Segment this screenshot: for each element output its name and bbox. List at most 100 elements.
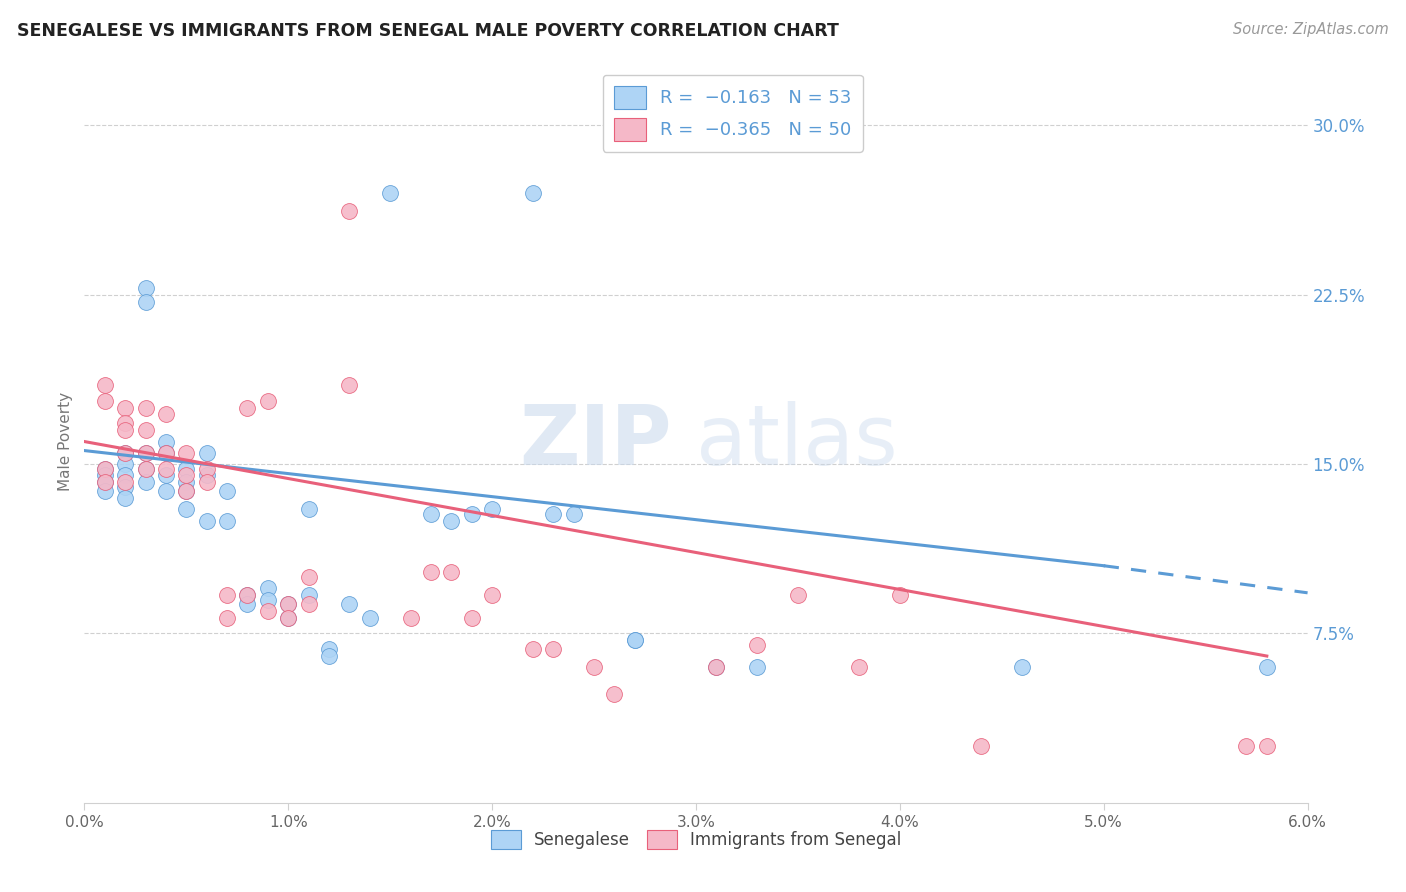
Point (236, 588, 259, 602)
Point (399, 610, 422, 624)
Point (135, 475, 157, 490)
Point (339, 597, 361, 611)
Point (135, 446, 157, 460)
Point (114, 480, 136, 494)
Point (257, 604, 280, 618)
Point (93, 475, 117, 490)
Point (155, 446, 177, 460)
Text: atlas: atlas (696, 401, 897, 482)
Point (543, 642, 565, 657)
Point (277, 610, 299, 624)
Point (277, 597, 299, 611)
Point (155, 468, 177, 483)
Point (135, 423, 157, 437)
Point (93, 468, 117, 483)
Point (114, 491, 136, 505)
Point (176, 446, 198, 460)
Point (624, 633, 647, 648)
Point (93, 484, 117, 499)
Point (339, 204, 361, 219)
Point (93, 393, 117, 408)
Point (298, 588, 321, 602)
Point (481, 502, 503, 516)
Point (135, 446, 157, 460)
Point (114, 468, 136, 483)
Point (195, 468, 218, 483)
Point (298, 502, 321, 516)
Point (155, 408, 177, 422)
Point (176, 484, 198, 499)
Point (440, 566, 463, 580)
Point (217, 484, 239, 499)
Point (1256, 739, 1278, 754)
Text: SENEGALESE VS IMMIGRANTS FROM SENEGAL MALE POVERTY CORRELATION CHART: SENEGALESE VS IMMIGRANTS FROM SENEGAL MA… (17, 22, 839, 40)
Point (257, 582, 280, 596)
Point (236, 401, 259, 415)
Point (461, 507, 484, 521)
Point (298, 570, 321, 584)
Point (420, 507, 443, 521)
Point (298, 597, 321, 611)
Point (135, 281, 157, 295)
Point (93, 475, 117, 490)
Point (583, 660, 606, 674)
Point (277, 597, 299, 611)
Point (706, 660, 728, 674)
Point (1236, 739, 1258, 754)
Point (135, 401, 157, 415)
Point (236, 597, 259, 611)
Point (155, 446, 177, 460)
Point (155, 434, 177, 449)
Point (135, 461, 157, 475)
Point (787, 588, 810, 602)
Point (420, 566, 443, 580)
Point (93, 378, 117, 392)
Point (706, 660, 728, 674)
Point (481, 588, 503, 602)
Text: ZIP: ZIP (519, 401, 672, 482)
Point (93, 461, 117, 475)
Point (114, 457, 136, 471)
Point (970, 739, 993, 754)
Point (114, 423, 136, 437)
Point (176, 484, 198, 499)
Point (114, 417, 136, 431)
Point (155, 461, 177, 475)
Point (522, 642, 544, 657)
Point (747, 638, 769, 652)
Point (522, 186, 544, 201)
Point (155, 484, 177, 499)
Point (217, 610, 239, 624)
Point (1256, 660, 1278, 674)
Point (318, 642, 340, 657)
Point (380, 186, 402, 201)
Point (114, 475, 136, 490)
Point (257, 393, 280, 408)
Point (114, 446, 136, 460)
Point (135, 461, 157, 475)
Point (217, 588, 239, 602)
Point (848, 660, 870, 674)
Point (195, 514, 218, 528)
Y-axis label: Male Poverty: Male Poverty (58, 392, 73, 491)
Point (339, 378, 361, 392)
Point (603, 687, 626, 701)
Point (195, 446, 218, 460)
Point (176, 468, 198, 483)
Point (217, 514, 239, 528)
Legend: Senegalese, Immigrants from Senegal: Senegalese, Immigrants from Senegal (484, 823, 908, 856)
Point (359, 610, 381, 624)
Point (93, 461, 117, 475)
Point (461, 610, 484, 624)
Point (277, 610, 299, 624)
Point (195, 461, 218, 475)
Point (176, 475, 198, 490)
Point (135, 294, 157, 309)
Point (114, 446, 136, 460)
Point (624, 633, 647, 648)
Point (195, 475, 218, 490)
Point (257, 592, 280, 607)
Point (114, 401, 136, 415)
Point (236, 588, 259, 602)
Point (318, 648, 340, 663)
